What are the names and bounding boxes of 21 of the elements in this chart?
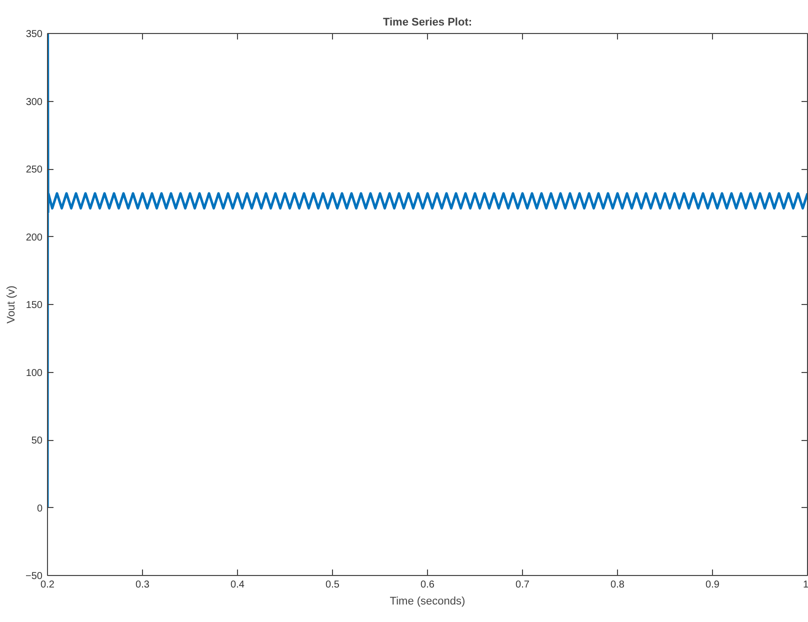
y-tick-label: 150: [26, 300, 43, 311]
x-tick-label: 1: [802, 580, 808, 590]
y-tick-label: 350: [26, 29, 43, 40]
x-tick-label: 0.6: [420, 580, 435, 590]
x-axis-title: Time (seconds): [390, 596, 466, 608]
x-tick-label: 0.4: [230, 580, 245, 590]
y-tick-label: 50: [31, 436, 43, 446]
y-tick-label: −50: [26, 571, 43, 582]
y-tick-label: 100: [26, 368, 43, 379]
x-tick-label: 0.2: [40, 580, 55, 590]
chart-title: Time Series Plot:: [382, 16, 472, 28]
y-tick-label: 300: [26, 96, 43, 108]
x-tick-label: 0.9: [706, 580, 720, 590]
x-tick-label: 0.3: [136, 580, 150, 590]
y-axis-title: Vout (v): [6, 286, 18, 324]
x-tick-label: 0.5: [326, 580, 340, 590]
x-tick-label: 0.7: [516, 580, 530, 590]
y-tick-label: 200: [26, 232, 43, 244]
x-tick-label: 0.8: [610, 580, 625, 590]
y-tick-label: 0: [36, 503, 43, 514]
y-tick-label: 250: [26, 164, 43, 176]
